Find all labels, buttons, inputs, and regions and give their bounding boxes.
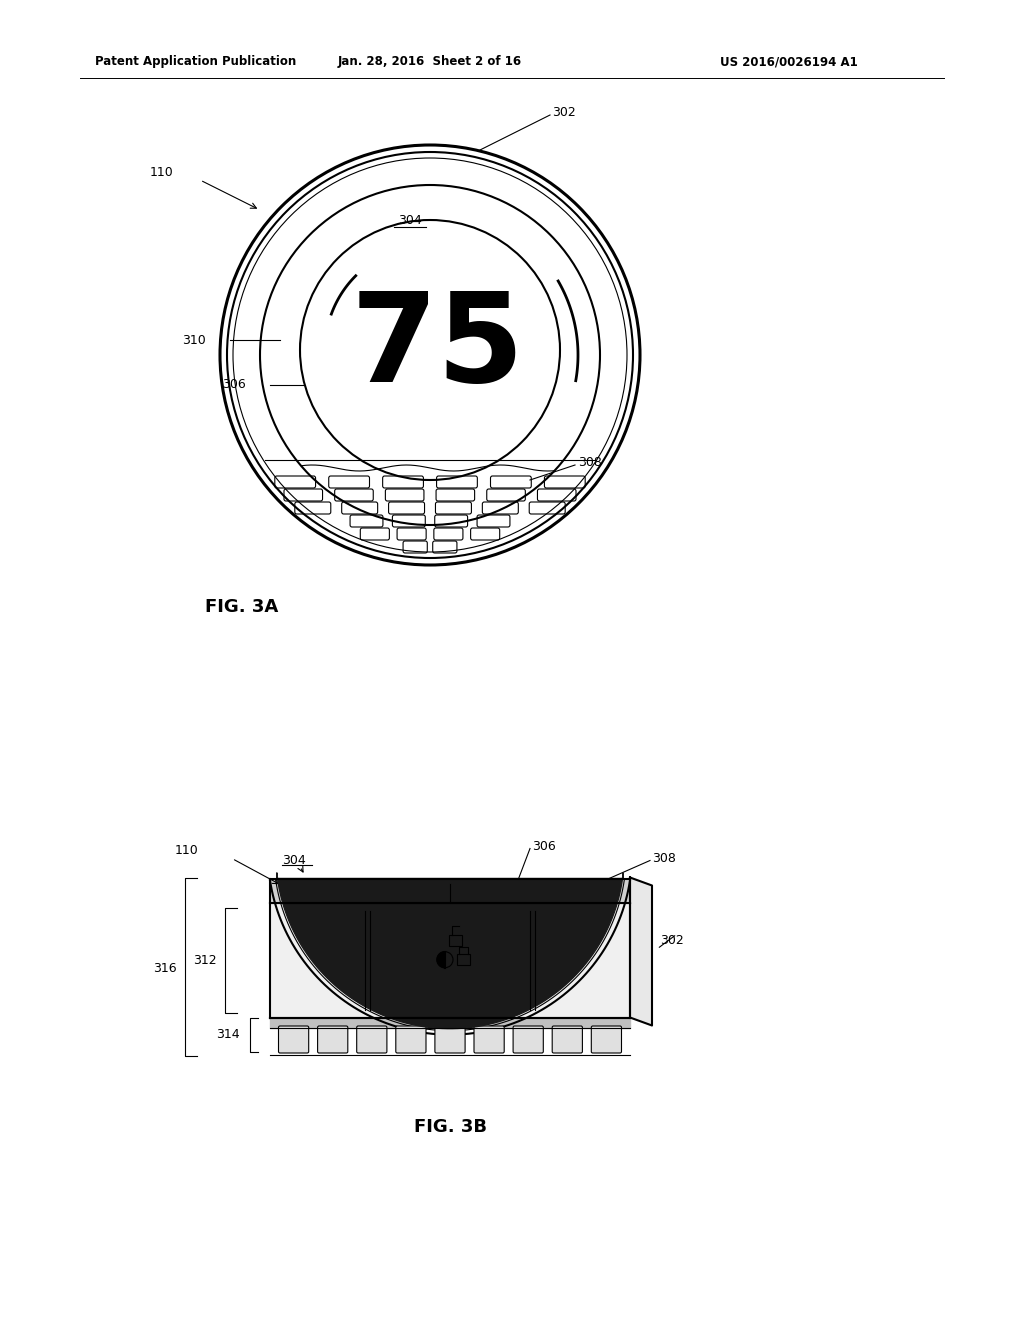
Polygon shape: [270, 879, 630, 903]
Bar: [457, 954, 469, 965]
FancyBboxPatch shape: [591, 1026, 622, 1053]
Text: 308: 308: [652, 851, 676, 865]
Text: 302: 302: [660, 935, 684, 948]
Text: 306: 306: [222, 379, 246, 392]
FancyBboxPatch shape: [513, 1026, 544, 1053]
Text: 304: 304: [398, 214, 422, 227]
Text: 304: 304: [282, 854, 306, 867]
Text: Jan. 28, 2016  Sheet 2 of 16: Jan. 28, 2016 Sheet 2 of 16: [338, 55, 522, 69]
Polygon shape: [437, 952, 445, 968]
Bar: [449, 935, 462, 945]
Text: 302: 302: [552, 107, 575, 120]
FancyBboxPatch shape: [356, 1026, 387, 1053]
FancyBboxPatch shape: [317, 1026, 348, 1053]
Text: US 2016/0026194 A1: US 2016/0026194 A1: [720, 55, 858, 69]
Polygon shape: [276, 873, 624, 1028]
Text: 310: 310: [182, 334, 206, 346]
Text: 308: 308: [578, 457, 602, 470]
FancyBboxPatch shape: [396, 1026, 426, 1053]
FancyBboxPatch shape: [552, 1026, 583, 1053]
Polygon shape: [270, 903, 630, 1018]
Polygon shape: [630, 878, 652, 1026]
FancyBboxPatch shape: [435, 1026, 465, 1053]
Text: 75: 75: [351, 286, 525, 408]
Text: 314: 314: [216, 1028, 240, 1041]
Text: 316: 316: [153, 961, 176, 974]
Text: Patent Application Publication: Patent Application Publication: [95, 55, 296, 69]
FancyBboxPatch shape: [474, 1026, 504, 1053]
FancyBboxPatch shape: [279, 1026, 308, 1053]
Text: FIG. 3B: FIG. 3B: [414, 1118, 486, 1137]
Text: 312: 312: [193, 953, 217, 966]
Ellipse shape: [300, 220, 560, 480]
Polygon shape: [270, 1018, 630, 1027]
Text: 110: 110: [175, 843, 199, 857]
Text: 110: 110: [150, 166, 174, 180]
Text: 306: 306: [532, 840, 556, 853]
Text: FIG. 3A: FIG. 3A: [205, 598, 279, 616]
